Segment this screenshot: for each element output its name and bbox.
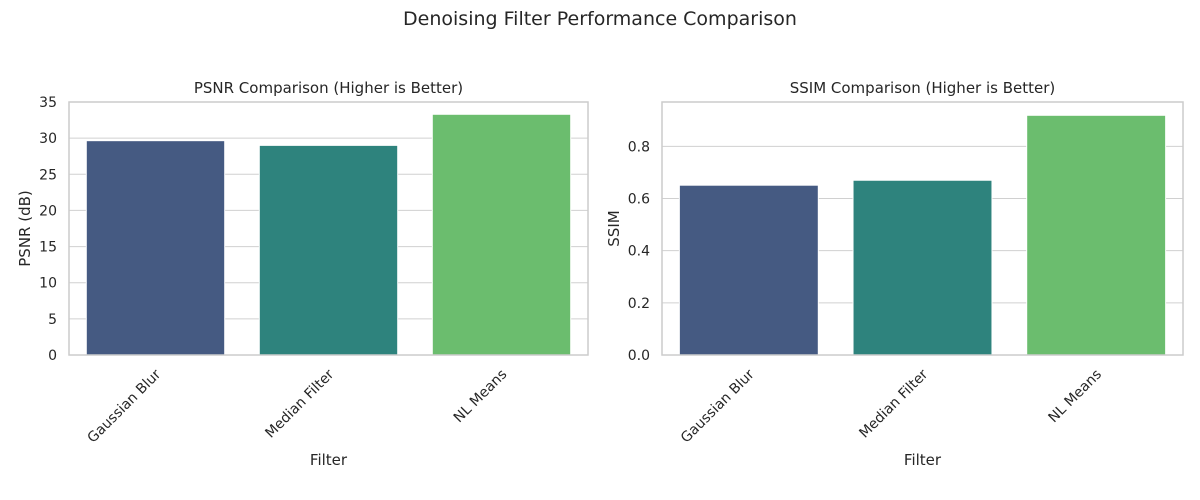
y-tick-label: 0.2: [628, 296, 650, 312]
y-tick-label: 30: [39, 131, 57, 147]
bar-nl-means: [431, 113, 572, 356]
subplot-2: 0.0 0.2 0.4 0.6 0.8 Gaussian Blur Median Filte…: [605, 79, 1184, 469]
bar-nl-means: [1026, 114, 1167, 356]
x-tick-label: NL Means: [1045, 367, 1105, 427]
y-axis-label: SSIM: [605, 210, 623, 246]
y-tick-label: 10: [39, 276, 57, 292]
subplot-title: PSNR Comparison (Higher is Better): [194, 79, 463, 97]
axes-frame: [68, 101, 589, 356]
bar-gaussian-blur: [678, 184, 819, 356]
figure-title: Denoising Filter Performance Comparison: [403, 8, 797, 30]
y-tick-label: 15: [39, 240, 57, 256]
x-axis-label: Filter: [310, 451, 348, 469]
bar-gaussian-blur: [85, 140, 226, 356]
y-tick-label: 0.6: [628, 192, 650, 208]
y-tick-label: 0.0: [628, 348, 650, 364]
y-tick-label: 5: [48, 312, 57, 328]
y-tick-label: 35: [39, 95, 57, 111]
x-tick-label: Gaussian Blur: [85, 366, 165, 446]
x-tick-label: Median Filter: [262, 366, 337, 441]
subplot-1: 0 5 10 15 20 25 30 35 Gaussian Blur Median Filter…: [16, 79, 589, 469]
y-tick-label: 0.4: [628, 244, 650, 260]
x-axis-label: Filter: [904, 451, 942, 469]
y-axis-label: PSNR (dB): [16, 190, 34, 267]
y-tick-label: 20: [39, 203, 57, 219]
x-tick-label: NL Means: [451, 367, 511, 427]
axes-frame: [661, 101, 1184, 356]
bar-median-filter: [852, 179, 993, 356]
x-tick-label: Median Filter: [856, 366, 931, 441]
bar-median-filter: [258, 144, 399, 356]
x-tick-label: Gaussian Blur: [678, 366, 758, 446]
subplot-title: SSIM Comparison (Higher is Better): [790, 79, 1056, 97]
y-tick-label: 25: [39, 167, 57, 183]
y-tick-label: 0.8: [628, 139, 650, 155]
y-tick-label: 0: [48, 348, 57, 364]
